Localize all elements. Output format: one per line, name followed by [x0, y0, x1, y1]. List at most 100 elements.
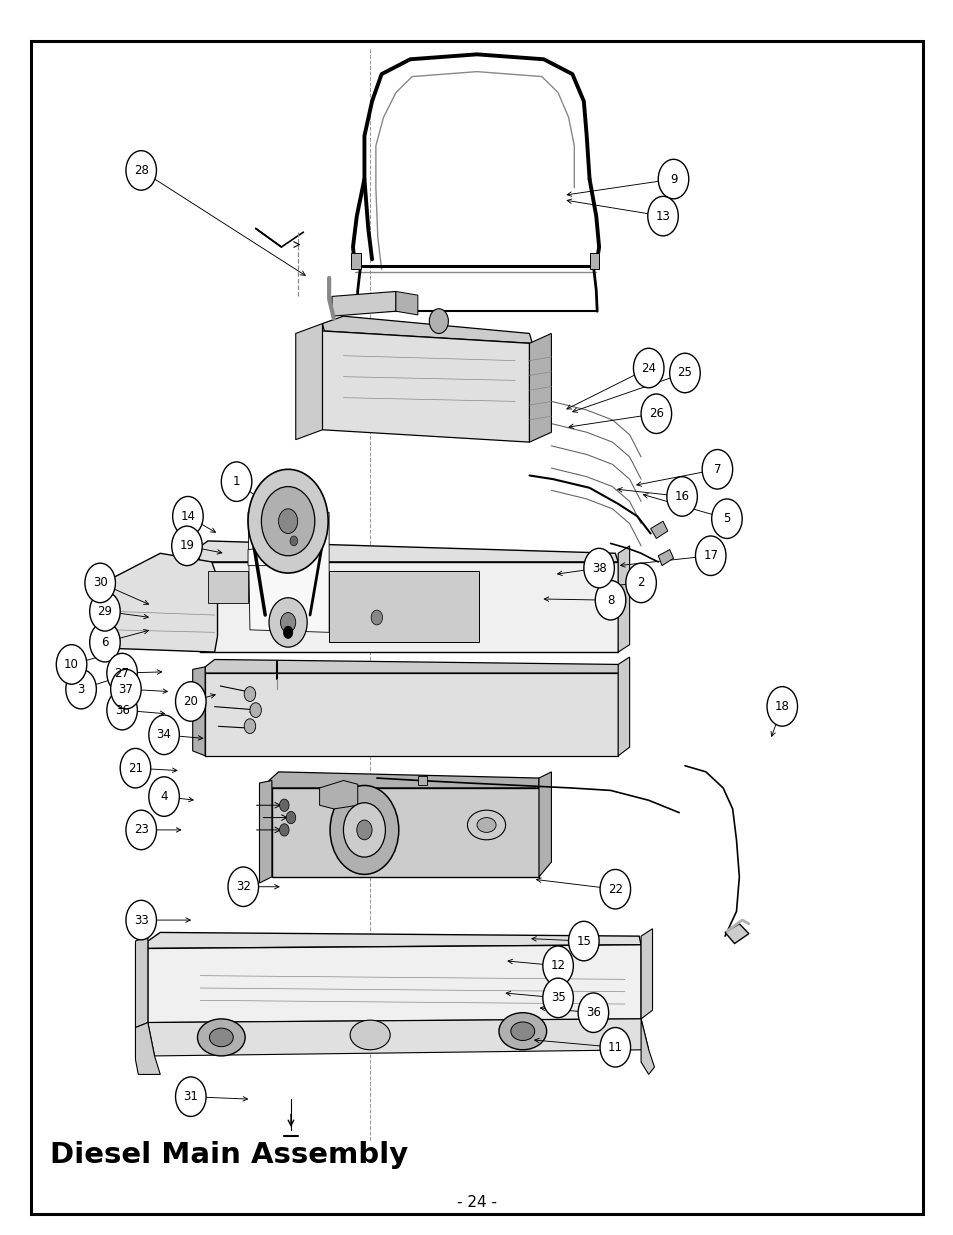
Circle shape — [429, 309, 448, 333]
Polygon shape — [351, 253, 360, 269]
Circle shape — [647, 196, 678, 236]
Text: 35: 35 — [550, 992, 565, 1004]
Circle shape — [90, 622, 120, 662]
Text: 4: 4 — [160, 790, 168, 803]
Circle shape — [356, 820, 372, 840]
Text: 25: 25 — [677, 367, 692, 379]
Polygon shape — [193, 667, 205, 756]
FancyBboxPatch shape — [30, 41, 923, 1214]
Circle shape — [244, 687, 255, 701]
Text: 38: 38 — [591, 562, 606, 574]
Circle shape — [149, 715, 179, 755]
Ellipse shape — [467, 810, 505, 840]
Circle shape — [126, 900, 156, 940]
Circle shape — [228, 867, 258, 906]
Polygon shape — [417, 776, 427, 785]
Circle shape — [244, 719, 255, 734]
Polygon shape — [248, 546, 281, 566]
Ellipse shape — [197, 1019, 245, 1056]
Text: 14: 14 — [180, 510, 195, 522]
Circle shape — [250, 703, 261, 718]
Polygon shape — [295, 324, 322, 440]
Polygon shape — [658, 550, 673, 566]
Text: 32: 32 — [235, 881, 251, 893]
Circle shape — [599, 1028, 630, 1067]
Polygon shape — [200, 562, 618, 652]
Text: 18: 18 — [774, 700, 789, 713]
Polygon shape — [205, 673, 618, 756]
Circle shape — [625, 563, 656, 603]
Circle shape — [669, 353, 700, 393]
Circle shape — [107, 690, 137, 730]
Circle shape — [568, 921, 598, 961]
Circle shape — [280, 613, 295, 632]
Polygon shape — [97, 578, 112, 648]
Polygon shape — [272, 788, 538, 877]
Circle shape — [56, 645, 87, 684]
Polygon shape — [618, 657, 629, 756]
Circle shape — [172, 526, 202, 566]
Polygon shape — [205, 659, 619, 673]
Circle shape — [330, 785, 398, 874]
Circle shape — [175, 682, 206, 721]
Circle shape — [371, 610, 382, 625]
Circle shape — [120, 748, 151, 788]
Text: 13: 13 — [655, 210, 670, 222]
Polygon shape — [332, 291, 395, 316]
Circle shape — [90, 592, 120, 631]
Text: 12: 12 — [550, 960, 565, 972]
Circle shape — [66, 669, 96, 709]
Polygon shape — [208, 571, 248, 603]
Polygon shape — [329, 571, 478, 642]
Text: 36: 36 — [585, 1007, 600, 1019]
Circle shape — [172, 496, 203, 536]
Circle shape — [595, 580, 625, 620]
Polygon shape — [724, 924, 748, 944]
Text: 29: 29 — [97, 605, 112, 618]
Circle shape — [286, 811, 295, 824]
Text: 28: 28 — [133, 164, 149, 177]
Polygon shape — [319, 781, 357, 809]
Text: 27: 27 — [114, 667, 130, 679]
Text: 20: 20 — [183, 695, 198, 708]
Ellipse shape — [209, 1028, 233, 1046]
Circle shape — [269, 598, 307, 647]
Text: 21: 21 — [128, 762, 143, 774]
Polygon shape — [248, 513, 329, 632]
Text: 2: 2 — [637, 577, 644, 589]
Circle shape — [343, 803, 385, 857]
Text: 34: 34 — [156, 729, 172, 741]
Circle shape — [583, 548, 614, 588]
Polygon shape — [618, 546, 629, 652]
Polygon shape — [269, 772, 538, 788]
Text: 17: 17 — [702, 550, 718, 562]
Polygon shape — [529, 333, 551, 442]
Polygon shape — [640, 1019, 654, 1074]
Polygon shape — [95, 553, 217, 652]
Circle shape — [126, 151, 156, 190]
Polygon shape — [135, 1023, 160, 1074]
Polygon shape — [322, 331, 529, 442]
Text: 22: 22 — [607, 883, 622, 895]
Circle shape — [111, 669, 141, 709]
Circle shape — [279, 799, 289, 811]
Ellipse shape — [476, 818, 496, 832]
Circle shape — [107, 653, 137, 693]
Ellipse shape — [498, 1013, 546, 1050]
Circle shape — [126, 810, 156, 850]
Circle shape — [658, 159, 688, 199]
Circle shape — [711, 499, 741, 538]
Polygon shape — [259, 781, 272, 883]
Circle shape — [278, 509, 297, 534]
Polygon shape — [148, 945, 640, 1023]
Text: Diesel Main Assembly: Diesel Main Assembly — [50, 1141, 408, 1168]
Circle shape — [599, 869, 630, 909]
Circle shape — [701, 450, 732, 489]
Polygon shape — [650, 521, 667, 538]
Circle shape — [85, 563, 115, 603]
Text: 1: 1 — [233, 475, 240, 488]
Polygon shape — [538, 772, 551, 877]
Circle shape — [149, 777, 179, 816]
Text: 24: 24 — [640, 362, 656, 374]
Circle shape — [248, 469, 328, 573]
